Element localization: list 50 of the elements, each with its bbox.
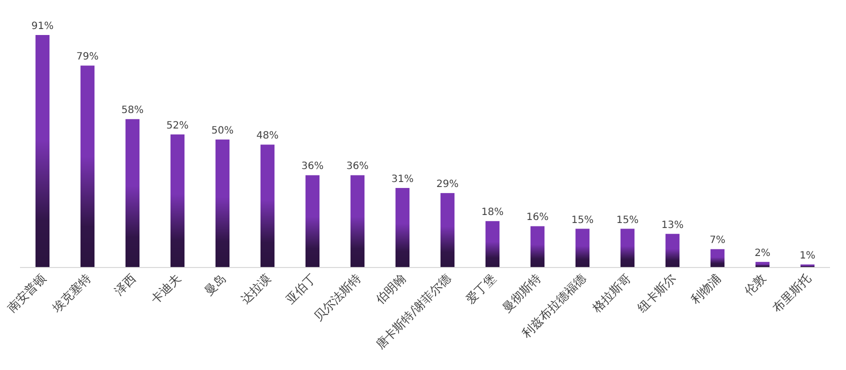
data-label: 36% [301,161,324,172]
bar [666,234,680,267]
data-label: 52% [166,120,189,132]
data-label: 31% [391,174,414,185]
x-tick-label: 伯明翰 [372,271,409,308]
bar [170,134,184,267]
x-tick-label: 泽西 [112,271,139,298]
bar [350,175,364,267]
bar [756,262,770,267]
bar [396,188,410,267]
bar [620,228,634,267]
data-label: 18% [481,207,504,218]
data-label: 16% [526,212,549,224]
x-tick-label: 爱丁堡 [463,271,499,307]
bar [126,119,140,267]
x-tick-label: 利物浦 [688,271,724,307]
data-label: 7% [710,235,726,246]
x-tick-label: 达拉谟 [238,271,274,307]
data-label: 15% [616,214,639,226]
data-label: 36% [346,161,369,172]
x-tick-label: 格拉斯哥 [589,271,634,316]
bar [530,226,544,267]
bar [216,140,230,267]
x-tick-label: 布里斯托 [770,271,814,316]
data-label: 79% [76,52,99,63]
bar [440,193,454,267]
data-label: 1% [800,250,816,262]
x-tick-label: 伦敦 [742,271,769,298]
data-label: 50% [211,126,234,137]
bar [486,221,500,267]
data-label: 29% [436,179,459,190]
x-tick-label: 南安普顿 [4,271,49,316]
bar [800,264,814,267]
x-tick-label: 纽卡斯尔 [634,271,679,316]
data-label: 15% [571,214,594,226]
bar [80,66,94,267]
data-label: 58% [121,105,144,116]
bar [710,249,724,267]
data-label: 48% [256,130,279,142]
x-tick-label: 卡迪夫 [148,271,184,307]
bar [576,228,590,267]
x-tick-label: 亚伯丁 [283,271,319,307]
x-tick-label: 曼岛 [202,271,229,298]
data-label: 2% [754,248,770,259]
x-tick-label: 埃克塞特 [49,271,94,316]
data-label: 91% [31,21,54,32]
bar [306,175,320,267]
data-label: 13% [661,220,684,231]
bar [260,144,274,267]
bar [36,35,50,267]
